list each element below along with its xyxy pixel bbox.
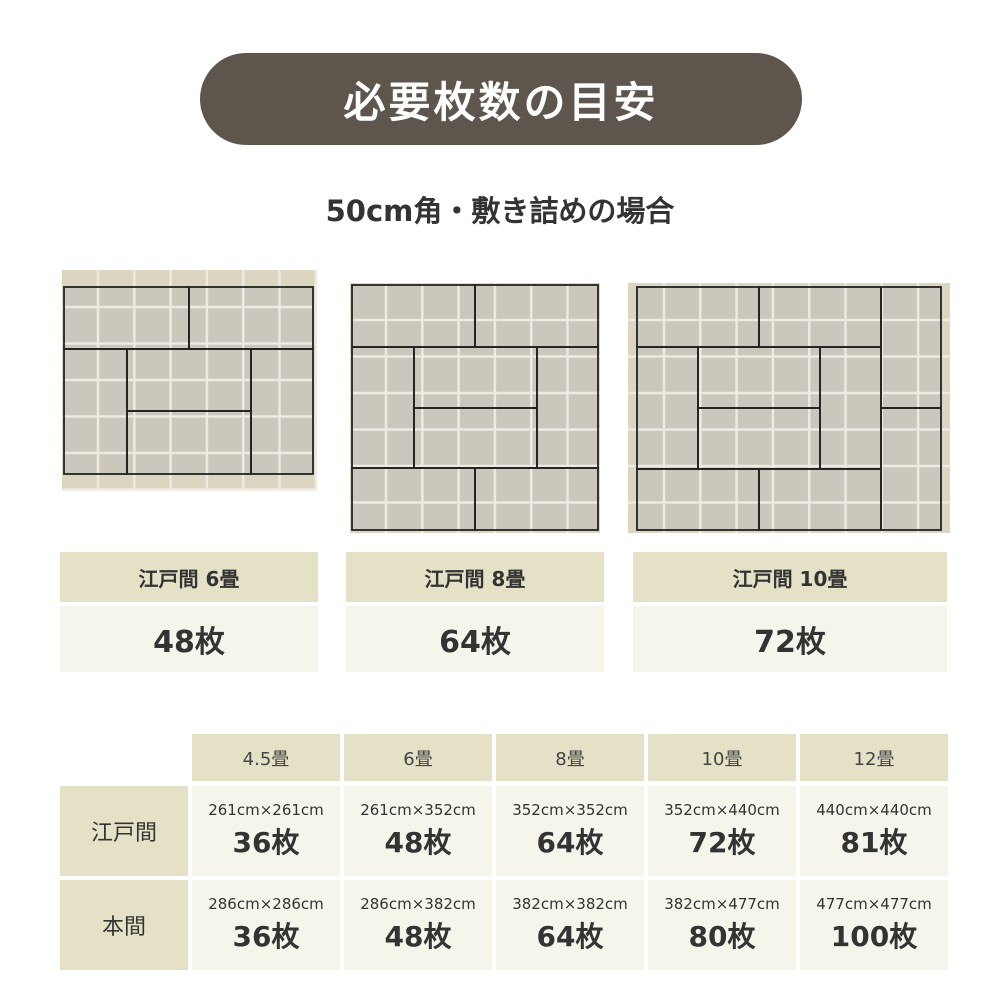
card-count: 72枚: [633, 606, 947, 672]
table-cell: 440cm×440cm 81枚: [800, 786, 948, 876]
title-banner: 必要枚数の目安: [200, 53, 802, 145]
column-header: 6畳: [344, 734, 492, 781]
tile-count: 48枚: [384, 826, 452, 859]
tile-count: 72枚: [688, 826, 756, 859]
table-cell: 382cm×477cm 80枚: [648, 880, 796, 970]
tile-count: 64枚: [536, 920, 604, 953]
tile-count: 100枚: [830, 920, 918, 953]
room-dimensions: 382cm×477cm: [664, 895, 780, 913]
tatami-layout-diagrams: [62, 270, 950, 533]
tile-count: 36枚: [232, 920, 300, 953]
card-6jo: 江戸間 6畳 48枚: [60, 552, 318, 672]
column-header: 4.5畳: [192, 734, 340, 781]
table-cell: 286cm×286cm 36枚: [192, 880, 340, 970]
tile-count: 80枚: [688, 920, 756, 953]
table-cell: 286cm×382cm 48枚: [344, 880, 492, 970]
table-cell: 352cm×440cm 72枚: [648, 786, 796, 876]
card-10jo: 江戸間 10畳 72枚: [633, 552, 947, 672]
page-title: 必要枚数の目安: [343, 77, 659, 127]
tile-count: 81枚: [840, 826, 908, 859]
card-label: 江戸間 8畳: [346, 552, 604, 602]
table-cell: 477cm×477cm 100枚: [800, 880, 948, 970]
table-cell: 261cm×261cm 36枚: [192, 786, 340, 876]
table-cell: 352cm×352cm 64枚: [496, 786, 644, 876]
row-header: 本間: [60, 880, 188, 970]
room-dimensions: 261cm×352cm: [360, 801, 476, 819]
tile-count: 48枚: [384, 920, 452, 953]
column-header: 10畳: [648, 734, 796, 781]
tatami-mat: [250, 348, 314, 475]
card-8jo: 江戸間 8畳 64枚: [346, 552, 604, 672]
subtitle: 50cm角・敷き詰めの場合: [325, 194, 675, 228]
table-cell: 261cm×352cm 48枚: [344, 786, 492, 876]
row-header: 江戸間: [60, 786, 188, 876]
card-count: 64枚: [346, 606, 604, 672]
card-label: 江戸間 10畳: [633, 552, 947, 602]
card-label: 江戸間 6畳: [60, 552, 318, 602]
tatami-mat: [758, 468, 882, 531]
room-dimensions: 352cm×352cm: [512, 801, 628, 819]
tile-count: 64枚: [536, 826, 604, 859]
room-dimensions: 477cm×477cm: [816, 895, 932, 913]
tatami-mat: [474, 467, 599, 531]
room-dimensions: 286cm×382cm: [360, 895, 476, 913]
room-dimensions: 352cm×440cm: [664, 801, 780, 819]
room-dimensions: 261cm×261cm: [208, 801, 324, 819]
room-dimensions: 382cm×382cm: [512, 895, 628, 913]
column-header: 8畳: [496, 734, 644, 781]
table-cell: 382cm×382cm 64枚: [496, 880, 644, 970]
room-dimensions: 286cm×286cm: [208, 895, 324, 913]
column-header: 12畳: [800, 734, 948, 781]
tile-count: 36枚: [232, 826, 300, 859]
card-count: 48枚: [60, 606, 318, 672]
room-dimensions: 440cm×440cm: [816, 801, 932, 819]
